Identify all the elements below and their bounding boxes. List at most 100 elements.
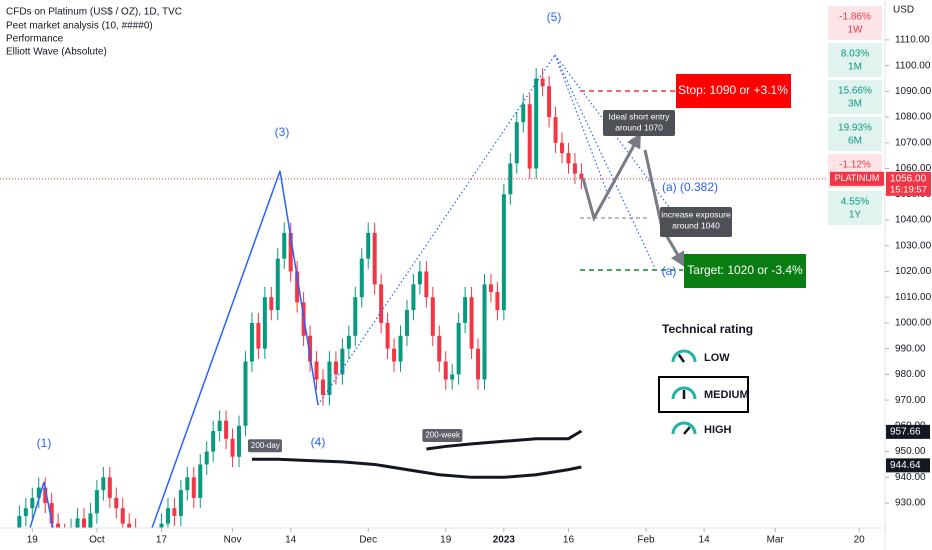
- candle-body: [527, 104, 532, 169]
- y-tick-label: 930.00: [895, 498, 926, 509]
- x-tick-label: 2023: [493, 535, 516, 546]
- y-tick-label: 1100.00: [895, 60, 931, 71]
- candle-body: [411, 284, 416, 311]
- perf-cell: [828, 80, 882, 114]
- wave-dotted: [554, 54, 611, 201]
- candle-body: [320, 379, 325, 395]
- candle-body: [256, 322, 261, 349]
- callout-text: around 1040: [672, 220, 720, 230]
- wave-line: [151, 170, 319, 528]
- indicator: Performance: [6, 34, 64, 45]
- ma-line: [426, 429, 583, 451]
- candle-body: [372, 232, 377, 285]
- x-tick-label: Oct: [89, 535, 105, 546]
- candle-body: [482, 284, 487, 380]
- candle-body: [572, 163, 577, 174]
- callout-text: around 1070: [615, 122, 663, 132]
- candle-body: [230, 438, 235, 457]
- perf-period: 3M: [848, 99, 862, 110]
- candle-body: [75, 518, 80, 528]
- x-tick-label: Mar: [767, 535, 785, 546]
- candle-body: [346, 335, 351, 349]
- candle-body: [107, 477, 112, 498]
- y-tick-label: 1090.00: [895, 86, 932, 97]
- arrow: [581, 132, 641, 222]
- y-tick-label: 940.00: [895, 472, 926, 483]
- candle-body: [49, 503, 54, 524]
- y-tick-label: 1040.00: [895, 215, 932, 226]
- ma-tag-label: 944.64: [890, 460, 921, 471]
- candle-body: [114, 497, 119, 509]
- candle-body: [140, 539, 144, 549]
- candle-body: [288, 232, 293, 272]
- ma-tag: [886, 458, 930, 473]
- candle-body: [514, 122, 519, 164]
- candle-body: [521, 104, 526, 123]
- candle-body: [443, 361, 448, 380]
- candle-body: [424, 271, 429, 298]
- perf-value: 19.93%: [838, 123, 872, 134]
- perf-period: 6M: [848, 136, 862, 147]
- countdown: 15:19:57: [890, 184, 927, 195]
- candle-body: [430, 297, 435, 336]
- chart-title: CFDs on Platinum (US$ / OZ), 1D, TVC: [6, 7, 182, 18]
- candle-body: [88, 513, 93, 528]
- candle-body: [327, 361, 332, 395]
- candle-body: [94, 490, 99, 514]
- y-tick-label: 1060.00: [895, 163, 932, 174]
- overlay: 200-week 200-day (1) (3) (4) (5) (a) (0.382) (a…: [37, 10, 806, 453]
- y-tick-label: 950.00: [895, 446, 926, 457]
- candle-body: [217, 420, 222, 431]
- candle-body: [353, 297, 358, 336]
- candle-body: [172, 508, 177, 516]
- candle-body: [560, 142, 565, 154]
- rating-title: Technical rating: [662, 322, 753, 336]
- candle-body: [547, 86, 552, 118]
- callout-text: increase exposure: [661, 209, 731, 219]
- candle-body: [191, 477, 196, 498]
- candle-body: [340, 348, 345, 375]
- candle-body: [185, 477, 190, 491]
- candle-body: [237, 425, 242, 457]
- ma-label-box: [247, 439, 282, 453]
- perf-period: 1Y: [849, 210, 862, 221]
- candle-body: [366, 232, 371, 259]
- x-tick-label: Nov: [224, 535, 242, 546]
- ma-label: 200-week: [425, 431, 461, 440]
- candle-body: [476, 348, 481, 380]
- wave-label: (a): [662, 264, 677, 278]
- y-tick-label: 1000.00: [895, 318, 932, 329]
- x-tick-label: 16: [563, 535, 575, 546]
- candle-body: [282, 232, 287, 259]
- y-tick-label: 970.00: [895, 395, 926, 406]
- candle-body: [36, 487, 41, 498]
- ma-tag: [886, 424, 930, 439]
- gauge-arc: [671, 386, 697, 400]
- candle-body: [404, 310, 409, 336]
- candle-body: [204, 451, 209, 465]
- perf-value: 4.55%: [841, 197, 869, 208]
- candle-body: [417, 271, 422, 285]
- y-tick-label: 980.00: [895, 369, 926, 380]
- rating-level: LOW: [704, 352, 730, 364]
- candle-body: [295, 271, 300, 303]
- gauge-needle: [677, 353, 686, 363]
- candle-body: [23, 508, 28, 516]
- candle-body: [566, 153, 571, 164]
- perf-cell: [828, 117, 882, 151]
- candle-body: [120, 508, 125, 524]
- y-tick-label: 1080.00: [895, 112, 932, 123]
- candle-body: [579, 173, 584, 179]
- candle-body: [178, 490, 183, 516]
- candle-body: [211, 430, 216, 452]
- candle-body: [437, 335, 442, 362]
- candle-body: [308, 335, 313, 362]
- symbol-tag: [830, 171, 884, 186]
- candle-body: [450, 374, 455, 380]
- wave-label: (1): [37, 436, 52, 450]
- candle-body: [243, 361, 248, 426]
- x-tick-label: 17: [156, 535, 168, 546]
- perf-value: -1.86%: [839, 12, 871, 23]
- perf-value: 15.66%: [838, 86, 872, 97]
